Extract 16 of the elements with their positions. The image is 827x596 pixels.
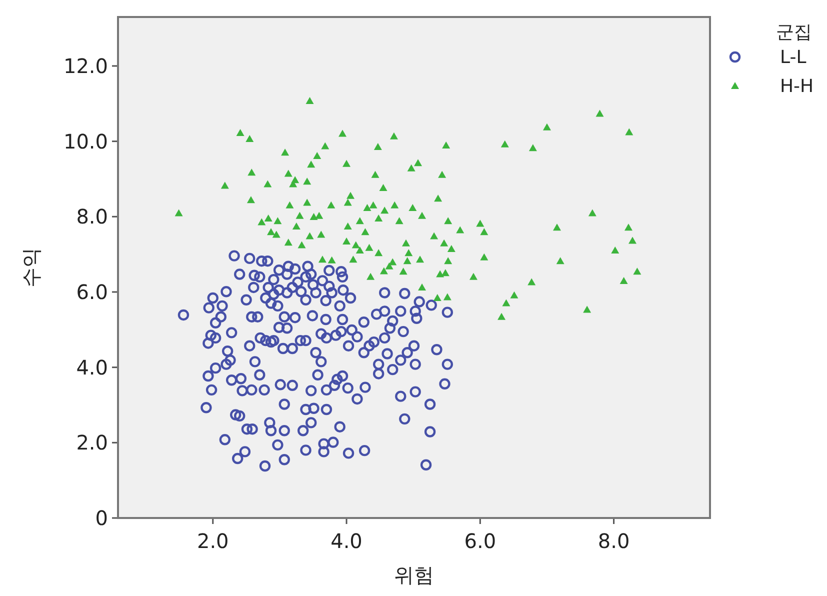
y-tick-label: 2.0 xyxy=(76,430,108,455)
x-tick-label: 2.0 xyxy=(196,529,229,553)
legend-title: 군집 xyxy=(776,22,812,43)
y-tick-label: 8.0 xyxy=(76,204,108,229)
y-tick-label: 4.0 xyxy=(76,355,108,380)
y-tick-label: 12.0 xyxy=(63,54,108,78)
y-axis-title: 수익 xyxy=(19,248,43,288)
y-tick-label: 10.0 xyxy=(63,129,108,154)
legend-label: L-L xyxy=(780,47,806,68)
x-tick-label: 8.0 xyxy=(598,529,630,553)
x-tick-label: 6.0 xyxy=(464,529,496,553)
x-axis-title: 위험 xyxy=(394,563,434,587)
y-tick-label: 0 xyxy=(95,506,108,530)
legend-label: H-H xyxy=(780,76,814,97)
y-tick-label: 6.0 xyxy=(76,280,108,304)
x-tick-label: 4.0 xyxy=(330,529,362,553)
